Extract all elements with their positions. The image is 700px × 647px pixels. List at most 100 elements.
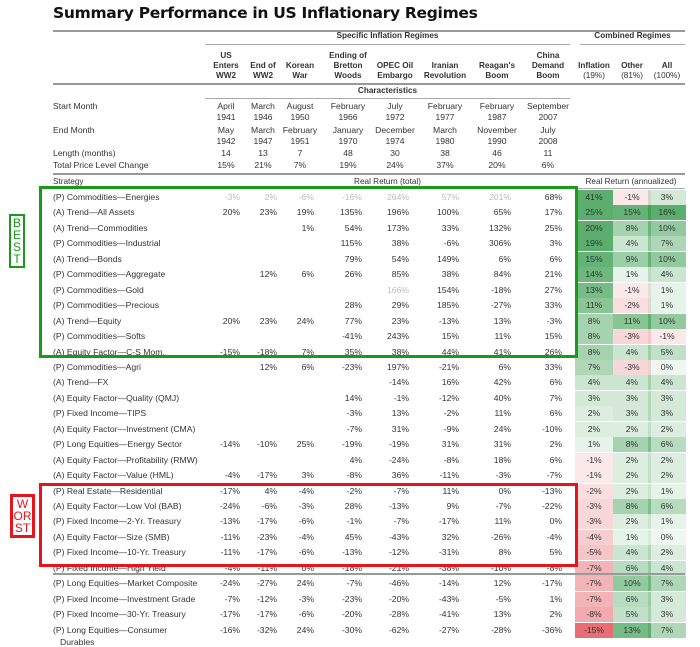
- real-return-total-cell: 31%: [441, 439, 459, 450]
- real-return-annualized-cell: 0%: [648, 359, 686, 375]
- real-return-total-cell: 2%: [264, 192, 277, 202]
- characteristic-value: 48: [343, 148, 353, 158]
- strategy-label: (P) Fixed Income—10-Yr. Treasury: [53, 547, 186, 558]
- characteristic-value: February: [282, 125, 318, 135]
- real-return-total-cell: 17%: [544, 207, 562, 218]
- strategy-label: (P) Commodities—Agri: [53, 361, 141, 372]
- real-return-total-cell: 15%: [544, 331, 562, 342]
- real-return-total-cell: 65%: [493, 207, 511, 218]
- column-header: Iranian Revolution: [418, 61, 472, 81]
- real-return-total-cell: 27%: [544, 284, 562, 295]
- real-return-total-cell: 0%: [498, 485, 511, 496]
- real-return-total-cell: 29%: [391, 300, 409, 311]
- strategy-label: (A) Equity Factor—Value (HML): [53, 470, 174, 481]
- real-return-total-cell: 6%: [549, 454, 562, 465]
- column-header-line: China: [536, 51, 560, 60]
- characteristic-value: 1966: [338, 112, 358, 122]
- real-return-annualized-cell: 1%: [575, 437, 613, 453]
- strategy-label: (P) Commodities—Aggregate: [53, 269, 166, 280]
- real-return-total-cell: -27%: [438, 624, 459, 635]
- real-return-annualized-cell: -4%: [575, 529, 613, 545]
- column-header-line: US: [220, 51, 232, 60]
- real-return-total-cell: 6%: [301, 269, 314, 280]
- real-return-total-cell: 4%: [349, 454, 362, 465]
- table-row: (A) Equity Factor—Value (HML) -4% -17% 3% -8…: [0, 468, 700, 484]
- real-return-annualized-cell: -1%: [648, 329, 686, 345]
- real-return-total-cell: 2%: [549, 609, 562, 620]
- real-return-total-cell: 45%: [344, 531, 362, 542]
- real-return-annualized-cell: 4%: [575, 375, 613, 391]
- real-return-total-cell: -1%: [346, 516, 362, 527]
- characteristic-value: May: [217, 125, 235, 135]
- real-return-total-cell: 24%: [296, 624, 314, 635]
- real-return-annualized-cell: -1%: [575, 468, 613, 484]
- real-return-total-cell: 1%: [549, 593, 562, 604]
- characteristic-value: 37%: [436, 160, 454, 170]
- real-return-annualized-cell: 2%: [648, 452, 686, 468]
- column-header-line: Boom: [485, 71, 509, 80]
- characteristic-value: March: [251, 125, 275, 135]
- real-return-total-cell: -16%: [341, 192, 362, 202]
- real-return-annualized-cell: 4%: [613, 545, 651, 561]
- real-return-total-cell: -27%: [490, 300, 511, 311]
- table-row: (A) Equity Factor—Investment (CMA) -7% 31%…: [0, 421, 700, 437]
- column-header-line: All: [661, 61, 673, 70]
- page-title: Summary Performance in US Inflationary R…: [53, 4, 478, 22]
- table-row: (A) Trend—Commodities 1% 54% 173% 33% 132% 25%…: [0, 220, 700, 236]
- real-return-annualized-cell: 6%: [648, 499, 686, 514]
- table-row: (P) Fixed Income—30-Yr. Treasury -17% -17%…: [0, 607, 700, 623]
- real-return-annualized-cell: 15%: [613, 205, 651, 221]
- real-return-annualized-cell: 6%: [648, 437, 686, 453]
- column-header-line: War: [292, 71, 308, 80]
- real-return-total-cell: 38%: [441, 269, 459, 280]
- real-return-total-cell: -4%: [546, 531, 562, 542]
- real-return-annualized-cell: 16%: [648, 205, 686, 221]
- table-row: (A) Trend—All Assets 20% 23% 19% 135% 196% 100…: [0, 205, 700, 221]
- characteristic-value: November: [477, 125, 517, 135]
- real-return-annualized-cell: 4%: [648, 375, 686, 391]
- table-row: (P) Commodities—Precious 28% 29% 185% -27% 33…: [0, 298, 700, 314]
- real-return-total-cell: 6%: [549, 253, 562, 264]
- real-return-total-cell: 20%: [222, 315, 240, 326]
- real-return-total-cell: 15%: [441, 331, 459, 342]
- real-return-annualized-cell: -8%: [575, 607, 613, 623]
- real-return-total-cell: 38%: [391, 346, 409, 357]
- column-header: China Demand Boom: [521, 51, 575, 81]
- real-return-total-cell: -19%: [341, 439, 362, 450]
- column-header-line: OPEC Oil: [376, 61, 414, 70]
- characteristic-label: Length (months): [53, 148, 116, 158]
- real-return-annualized-cell: 3%: [613, 406, 651, 422]
- real-return-total-cell: 3%: [301, 470, 314, 481]
- real-return-total-cell: 8%: [498, 547, 511, 558]
- column-header-line: Enters: [213, 61, 239, 70]
- worst-highlight-box: [39, 483, 578, 567]
- real-return-total-cell: -17%: [438, 516, 459, 527]
- characteristic-value: February: [427, 101, 463, 111]
- real-return-total-cell: -13%: [388, 501, 409, 511]
- column-header-line: Boom: [536, 71, 560, 80]
- real-return-annualized-cell: 2%: [613, 483, 651, 499]
- strategy-label: (A) Equity Factor—Investment (CMA): [53, 423, 196, 434]
- real-return-total-cell: -3%: [298, 593, 314, 604]
- real-return-total-cell: -24%: [219, 501, 240, 511]
- real-return-total-cell: -6%: [298, 609, 314, 620]
- real-return-annualized-cell: 2%: [648, 421, 686, 437]
- real-return-total-cell: 0%: [549, 516, 562, 527]
- real-return-total-cell: 77%: [344, 315, 362, 326]
- characteristic-value: 15%: [217, 160, 235, 170]
- real-return-annualized-cell: 7%: [648, 236, 686, 252]
- real-return-total-cell: -18%: [341, 562, 362, 573]
- real-return-annualized-cell: 4%: [613, 375, 651, 391]
- real-return-annualized-cell: 3%: [648, 406, 686, 422]
- real-return-total-cell: 54%: [344, 222, 362, 233]
- column-header: Korean War: [273, 61, 327, 81]
- real-return-total-cell: -62%: [388, 624, 409, 635]
- real-return-total-cell: 6%: [498, 253, 511, 264]
- column-header: OPEC Oil Embargo: [368, 61, 422, 81]
- real-return-total-cell: 23%: [259, 207, 277, 218]
- characteristic-value: August: [286, 101, 314, 111]
- real-return-total-cell: -10%: [256, 439, 277, 450]
- characteristic-value: 20%: [488, 160, 506, 170]
- real-return-total-cell: 68%: [544, 192, 562, 202]
- real-return-total-cell: 33%: [441, 222, 459, 233]
